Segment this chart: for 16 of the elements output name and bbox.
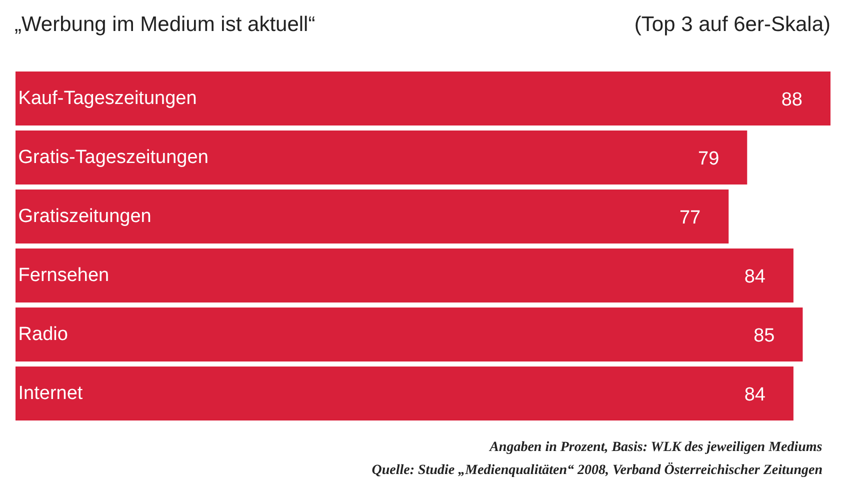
data-label: 88 xyxy=(781,90,803,110)
y-tick-label: Gratiszeitungen xyxy=(18,206,152,227)
y-tick-label: Radio xyxy=(18,324,68,345)
y-tick-label: Kauf-Tageszeitungen xyxy=(18,88,197,109)
source-note: Quelle: Studie „Medienqualitäten“ 2008, Verband Österreichischer Zeitungen xyxy=(372,462,823,478)
chart-subtitle: (Top 3 auf 6er-Skala) xyxy=(634,13,831,36)
y-tick-label: Fernsehen xyxy=(18,265,110,286)
data-label: 79 xyxy=(698,148,720,170)
data-label: 84 xyxy=(744,384,766,406)
chart-title: „Werbung im Medium ist aktuell“ xyxy=(14,13,316,36)
data-label: 85 xyxy=(754,326,775,346)
text: Angaben in Prozent, Basis: WLK des jeweiligen Mediums xyxy=(488,440,823,455)
data-label: 77 xyxy=(679,208,701,228)
data-label: 84 xyxy=(744,266,766,288)
y-tick-label: Gratis-Tageszeitungen xyxy=(18,147,208,168)
y-tick-label: Internet xyxy=(18,383,84,404)
